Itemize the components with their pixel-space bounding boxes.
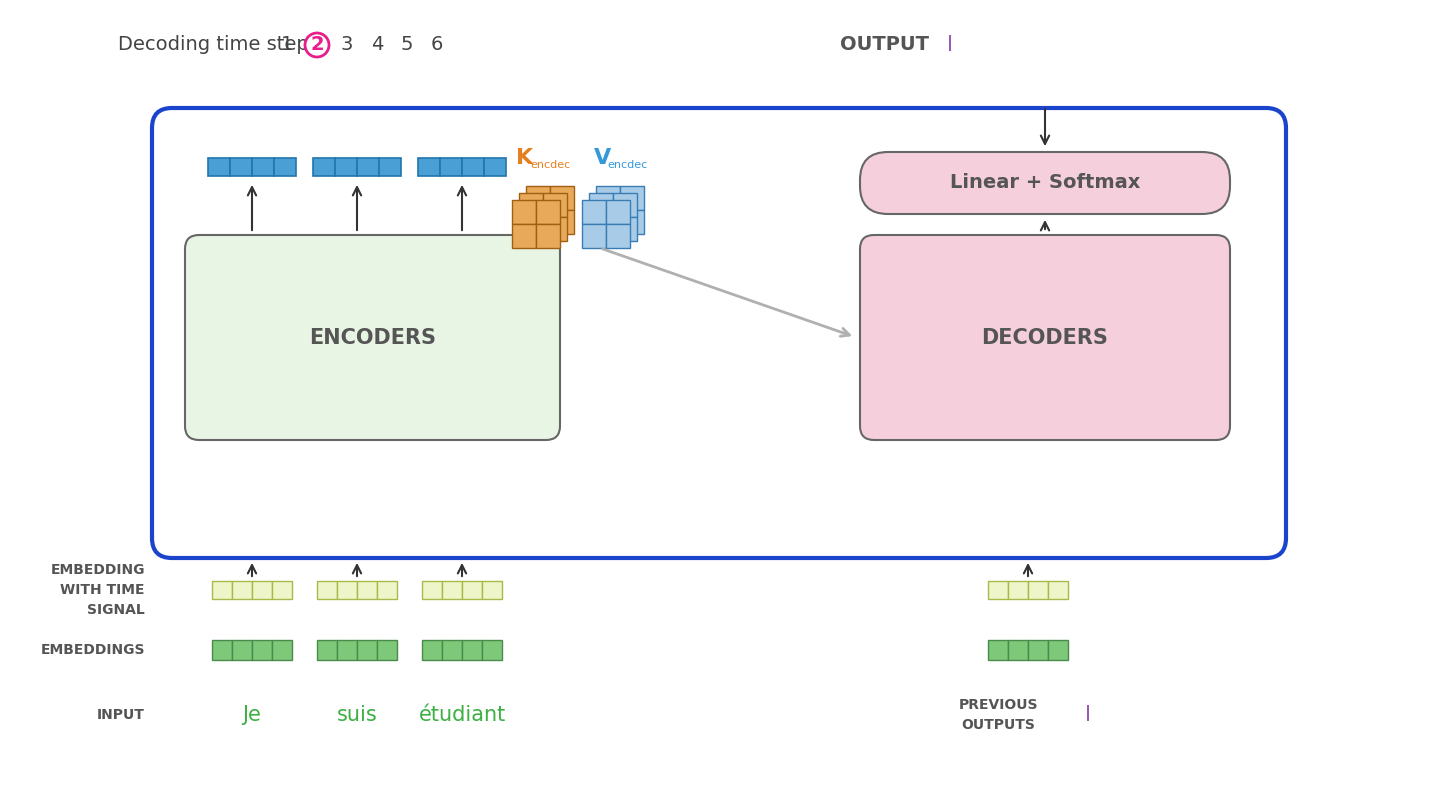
Bar — [595, 210, 620, 234]
Text: 4: 4 — [371, 36, 383, 55]
Bar — [613, 193, 637, 217]
FancyBboxPatch shape — [860, 152, 1229, 214]
Bar — [336, 581, 357, 599]
Bar — [1008, 581, 1028, 599]
Bar — [482, 581, 502, 599]
Text: DECODERS: DECODERS — [982, 328, 1109, 348]
Bar — [462, 640, 482, 660]
Bar — [421, 640, 441, 660]
Bar — [421, 581, 441, 599]
Bar — [380, 158, 401, 176]
Bar — [1028, 581, 1048, 599]
Bar — [613, 217, 637, 241]
Bar — [462, 581, 482, 599]
Bar — [316, 640, 336, 660]
Bar — [482, 640, 502, 660]
Bar — [590, 193, 613, 217]
Text: encdec: encdec — [531, 160, 571, 170]
Bar — [512, 224, 536, 248]
Bar — [544, 193, 567, 217]
Bar — [536, 200, 559, 224]
Bar — [620, 186, 644, 210]
Bar — [357, 640, 377, 660]
Text: suis: suis — [336, 705, 377, 725]
Bar — [211, 581, 232, 599]
Bar — [209, 158, 230, 176]
Text: K: K — [516, 148, 533, 168]
Bar — [313, 158, 335, 176]
Bar — [605, 224, 630, 248]
Text: Decoding time step:: Decoding time step: — [118, 36, 328, 55]
Bar — [357, 158, 380, 176]
Bar — [336, 640, 357, 660]
Bar — [272, 581, 292, 599]
Text: V: V — [594, 148, 611, 168]
Bar — [377, 581, 397, 599]
Text: I: I — [1086, 705, 1091, 725]
Text: EMBEDDINGS: EMBEDDINGS — [40, 643, 145, 657]
Bar — [536, 224, 559, 248]
Bar — [620, 210, 644, 234]
Bar — [377, 640, 397, 660]
Text: PREVIOUS
OUTPUTS: PREVIOUS OUTPUTS — [958, 698, 1038, 732]
Bar — [512, 200, 536, 224]
Bar — [485, 158, 506, 176]
Bar — [252, 581, 272, 599]
Bar — [275, 158, 296, 176]
Text: Linear + Softmax: Linear + Softmax — [951, 174, 1140, 193]
Bar — [590, 217, 613, 241]
Bar — [1028, 640, 1048, 660]
Text: encdec: encdec — [607, 160, 647, 170]
Text: étudiant: étudiant — [418, 705, 506, 725]
Bar — [582, 224, 605, 248]
Bar — [1048, 640, 1068, 660]
Text: 5: 5 — [401, 36, 413, 55]
Bar — [988, 581, 1008, 599]
Bar — [544, 217, 567, 241]
FancyBboxPatch shape — [860, 235, 1229, 440]
Bar — [440, 158, 462, 176]
Text: 1: 1 — [280, 36, 293, 55]
Bar — [519, 193, 544, 217]
Bar — [316, 581, 336, 599]
Bar — [252, 158, 275, 176]
Bar — [211, 640, 232, 660]
Text: EMBEDDING
WITH TIME
SIGNAL: EMBEDDING WITH TIME SIGNAL — [50, 563, 145, 616]
Bar — [441, 640, 462, 660]
Text: 3: 3 — [341, 36, 354, 55]
Bar — [605, 200, 630, 224]
Bar — [357, 581, 377, 599]
Text: ENCODERS: ENCODERS — [309, 328, 436, 348]
Bar — [1048, 581, 1068, 599]
Circle shape — [305, 33, 329, 57]
Bar — [272, 640, 292, 660]
Bar — [519, 217, 544, 241]
Bar — [526, 210, 549, 234]
Bar — [526, 186, 549, 210]
Text: OUTPUT: OUTPUT — [840, 36, 929, 55]
Bar — [549, 186, 574, 210]
Bar — [462, 158, 485, 176]
FancyBboxPatch shape — [152, 108, 1286, 558]
Text: Je: Je — [243, 705, 262, 725]
Bar — [549, 210, 574, 234]
Bar — [1008, 640, 1028, 660]
FancyBboxPatch shape — [186, 235, 559, 440]
Text: INPUT: INPUT — [98, 708, 145, 722]
Bar — [595, 186, 620, 210]
Bar — [988, 640, 1008, 660]
Bar — [232, 581, 252, 599]
Bar — [232, 640, 252, 660]
Bar — [335, 158, 357, 176]
Bar — [418, 158, 440, 176]
Bar — [441, 581, 462, 599]
Bar — [582, 200, 605, 224]
Text: 2: 2 — [311, 36, 324, 55]
Bar — [230, 158, 252, 176]
Bar — [252, 640, 272, 660]
Text: 6: 6 — [431, 36, 443, 55]
Text: I: I — [948, 35, 953, 55]
